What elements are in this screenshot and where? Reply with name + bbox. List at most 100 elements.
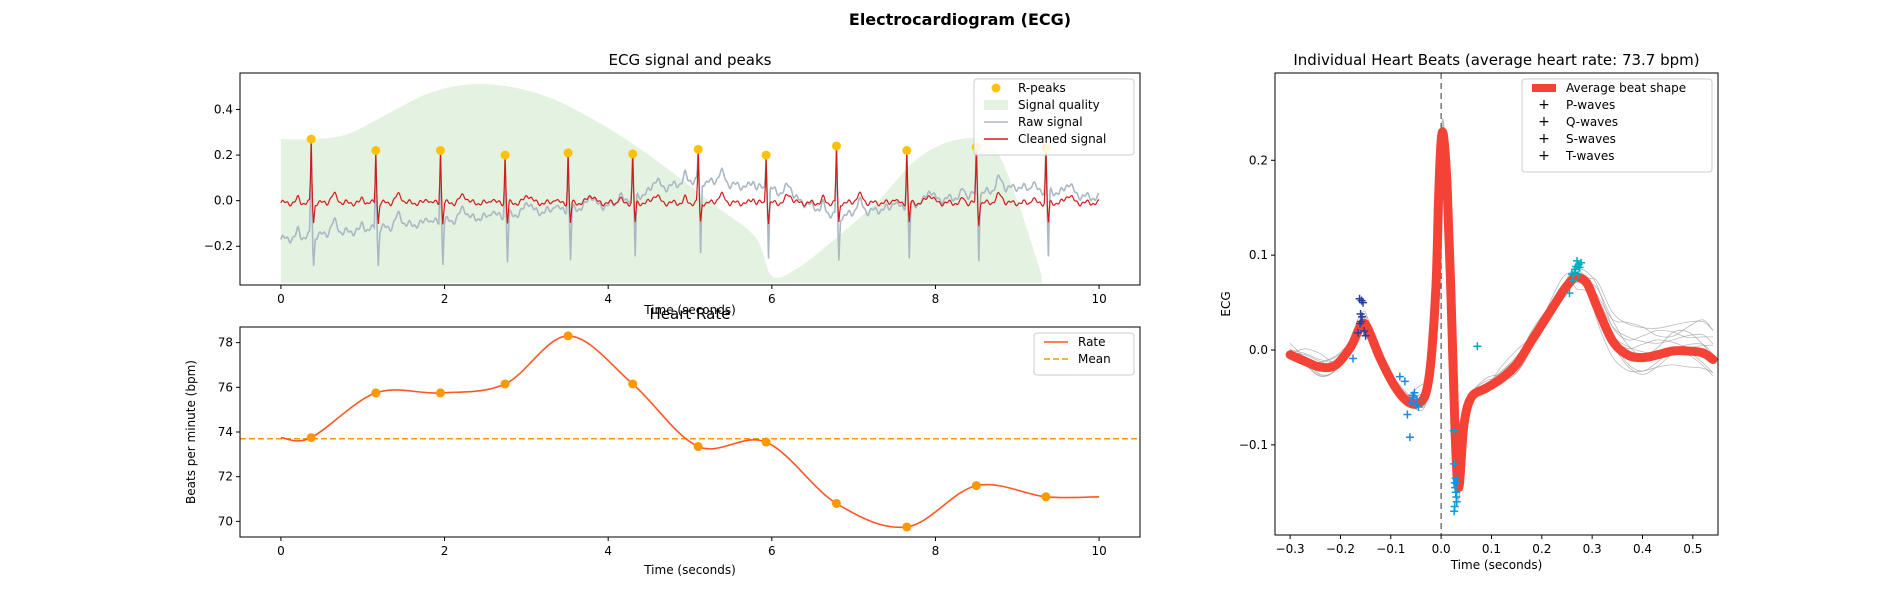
wave-marker bbox=[1360, 327, 1369, 336]
r-peak-point bbox=[306, 134, 316, 144]
x-tick-label: 4 bbox=[604, 292, 612, 306]
rate-point bbox=[971, 481, 981, 491]
x-tick-label: 0.4 bbox=[1633, 542, 1652, 556]
rate-point bbox=[371, 388, 381, 398]
legend-label: S-waves bbox=[1566, 132, 1616, 146]
y-axis-label: Beats per minute (bpm) bbox=[184, 360, 198, 504]
x-tick-label: −0.3 bbox=[1276, 542, 1305, 556]
x-tick-label: 10 bbox=[1091, 292, 1106, 306]
x-tick-label: 0.0 bbox=[1432, 542, 1451, 556]
legend-label: Cleaned signal bbox=[1018, 132, 1106, 146]
y-tick-label: 78 bbox=[218, 336, 233, 350]
wave-marker bbox=[1409, 393, 1418, 402]
rate-line bbox=[280, 335, 1100, 529]
x-tick-label: 8 bbox=[932, 544, 940, 558]
rate-point bbox=[628, 379, 638, 389]
wave-marker bbox=[1571, 265, 1580, 274]
legend-label: Raw signal bbox=[1018, 115, 1083, 129]
rate-point bbox=[761, 437, 771, 447]
r-peak-point bbox=[371, 146, 381, 156]
y-tick-label: 0.0 bbox=[1249, 343, 1268, 357]
panel-title: ECG signal and peaks bbox=[609, 51, 772, 69]
rate-point bbox=[435, 388, 445, 398]
individual-beat-line bbox=[1290, 124, 1714, 487]
legend-label: Mean bbox=[1078, 352, 1111, 366]
axes-frame bbox=[239, 326, 1141, 538]
wave-marker bbox=[1573, 256, 1582, 265]
y-tick-label: 0.0 bbox=[214, 194, 233, 208]
x-tick-label: 10 bbox=[1091, 544, 1106, 558]
r-peak-point bbox=[761, 150, 771, 160]
wave-marker bbox=[1473, 342, 1482, 351]
wave-marker bbox=[1361, 331, 1370, 340]
wave-marker bbox=[1395, 372, 1404, 381]
legend-label: R-peaks bbox=[1018, 81, 1066, 95]
cleaned-signal-line bbox=[280, 139, 1100, 226]
figure-title: Electrocardiogram (ECG) bbox=[849, 10, 1071, 29]
wave-marker bbox=[1357, 317, 1366, 326]
wave-marker bbox=[1574, 271, 1583, 280]
axes-frame bbox=[1274, 72, 1719, 536]
wave-marker bbox=[1357, 296, 1366, 305]
r-peak-point bbox=[693, 144, 703, 154]
y-tick-label: 76 bbox=[218, 380, 233, 394]
legend-marker: + bbox=[1538, 131, 1550, 147]
legend-label: Rate bbox=[1078, 335, 1106, 349]
x-tick-label: 0 bbox=[277, 544, 285, 558]
wave-marker bbox=[1403, 410, 1412, 419]
legend-label: P-waves bbox=[1566, 98, 1615, 112]
y-tick-label: 0.1 bbox=[1249, 248, 1268, 262]
panel-title: Heart Rate bbox=[650, 305, 731, 323]
r-peak-point bbox=[563, 148, 573, 158]
rate-point bbox=[1041, 492, 1051, 502]
legend-marker bbox=[991, 83, 1001, 93]
wave-marker bbox=[1565, 289, 1574, 298]
individual-beat-line bbox=[1289, 131, 1714, 502]
individual-beat-line bbox=[1290, 120, 1714, 482]
wave-marker bbox=[1356, 319, 1365, 328]
legend-label: T-waves bbox=[1565, 149, 1614, 163]
x-tick-label: 0.1 bbox=[1482, 542, 1501, 556]
ecg-signal-panel: 0 2 4 6 8 10 −0.2 0.0 0.2 0.4 ECG signal and peaks… bbox=[204, 51, 1141, 317]
individual-beat-line bbox=[1289, 130, 1714, 468]
y-tick-label: 74 bbox=[218, 425, 233, 439]
wave-marker bbox=[1577, 258, 1586, 267]
wave-marker bbox=[1450, 459, 1459, 468]
legend-box bbox=[1521, 78, 1713, 173]
r-peak-point bbox=[628, 149, 638, 159]
x-tick-label: 4 bbox=[604, 544, 612, 558]
wave-marker bbox=[1575, 263, 1584, 272]
x-tick-label: −0.1 bbox=[1376, 542, 1405, 556]
y-tick-label: 0.4 bbox=[214, 102, 233, 116]
heart-beats-panel: −0.3 −0.2 −0.1 0.0 0.1 0.2 0.3 0.4 0.5 −0.1 0.0 0.1… bbox=[1219, 51, 1719, 572]
axes-frame bbox=[239, 72, 1141, 286]
wave-marker bbox=[1451, 474, 1460, 483]
average-beat-line bbox=[1285, 127, 1718, 493]
r-peak-point bbox=[435, 146, 445, 156]
wave-marker bbox=[1349, 354, 1358, 363]
legend-marker: + bbox=[1538, 114, 1550, 130]
x-axis-label: Time (seconds) bbox=[643, 303, 736, 317]
x-tick-label: 0.5 bbox=[1683, 542, 1702, 556]
y-tick-label: 0.2 bbox=[214, 148, 233, 162]
wave-marker bbox=[1452, 497, 1461, 506]
rate-point bbox=[306, 433, 316, 443]
x-tick-label: 0.2 bbox=[1532, 542, 1551, 556]
wave-marker bbox=[1410, 388, 1419, 397]
wave-marker bbox=[1450, 507, 1459, 516]
wave-marker bbox=[1359, 298, 1368, 307]
wave-marker bbox=[1400, 377, 1409, 386]
y-tick-label: 0.2 bbox=[1249, 153, 1268, 167]
wave-marker bbox=[1449, 426, 1458, 435]
y-tick-label: −0.2 bbox=[204, 239, 233, 253]
y-tick-label: −0.1 bbox=[1239, 438, 1268, 452]
wave-marker bbox=[1568, 270, 1577, 279]
legend-marker: + bbox=[1538, 97, 1550, 113]
individual-beat-line bbox=[1289, 126, 1714, 500]
rate-point bbox=[902, 522, 912, 532]
legend-label: Q-waves bbox=[1566, 115, 1618, 129]
legend-label: Average beat shape bbox=[1566, 81, 1686, 95]
individual-beat-line bbox=[1289, 135, 1714, 490]
x-tick-label: −0.2 bbox=[1326, 542, 1355, 556]
y-tick-label: 72 bbox=[218, 470, 233, 484]
